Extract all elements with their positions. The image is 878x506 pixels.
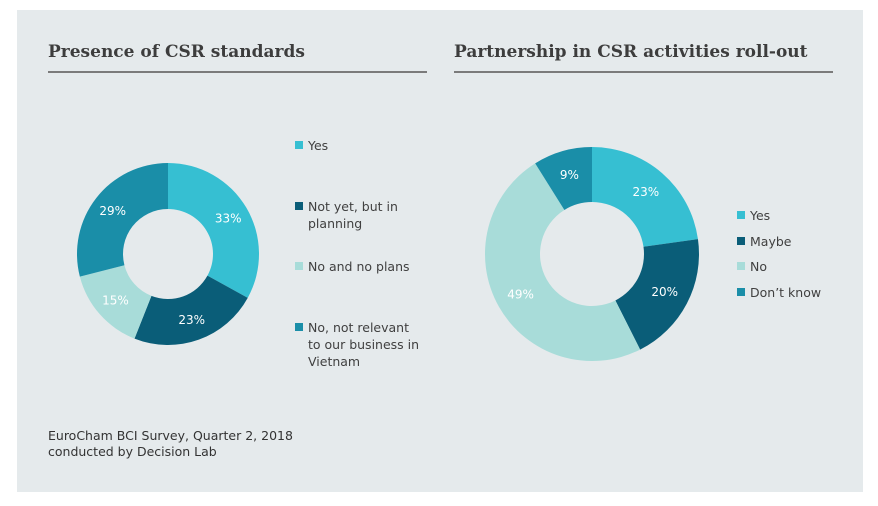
slice-data-label: 49% [507,287,534,301]
donut-slice-no [485,163,641,361]
source-note: EuroCham BCI Survey, Quarter 2, 2018 con… [48,428,293,460]
legend-item: Not yet, but in planning [295,198,398,232]
legend-item: No [737,258,767,275]
legend-item: Yes [295,137,328,154]
source-line-1: EuroCham BCI Survey, Quarter 2, 2018 [48,428,293,443]
chart-title-csr-standards: Presence of CSR standards [48,42,305,62]
slice-data-label: 20% [651,285,678,299]
donut-slice-no-and-no-plans [79,265,152,339]
legend-swatch [295,262,303,270]
title-underline [454,71,833,73]
legend-swatch [295,202,303,210]
legend-label: No, not relevant to our business in Vietna… [308,320,420,369]
legend-swatch [737,237,745,245]
legend-item: Maybe [737,233,791,250]
legend-label: Yes [750,208,771,223]
slice-data-label: 23% [178,313,205,327]
legend-label: No [750,259,767,274]
legend-swatch [737,262,745,270]
slice-data-label: 29% [99,204,126,218]
legend-label: Yes [308,138,329,153]
legend-swatch [295,323,303,331]
legend-swatch [737,288,745,296]
legend-item: Don’t know [737,284,821,301]
slice-data-label: 23% [632,185,659,199]
donut-slice-don-t-know [535,147,592,210]
legend-label: Maybe [750,234,792,249]
donut-slice-maybe [615,239,699,350]
title-underline [48,71,427,73]
donut-slice-yes [592,147,698,247]
slice-data-label: 9% [560,168,579,182]
legend-label: Don’t know [750,285,822,300]
legend-item: No, not relevant to our business in Vietna… [295,319,419,370]
legend-label: Not yet, but in planning [308,199,398,231]
chart-title-partnership: Partnership in CSR activities roll-out [454,42,808,62]
legend-swatch [737,211,745,219]
slice-data-label: 15% [102,293,129,307]
source-line-2: conducted by Decision Lab [48,444,217,459]
legend-item: Yes [737,207,770,224]
legend-item: No and no plans [295,258,410,275]
slice-data-label: 33% [215,211,242,225]
donut-slice-yes [168,163,259,298]
donut-slice-not-yet-but-in-planning [134,275,248,345]
legend-label: No and no plans [308,259,410,274]
donut-slice-no-not-relevant-to-our-business-in-vietnam [77,163,168,277]
chart-panel [17,10,863,492]
legend-swatch [295,141,303,149]
